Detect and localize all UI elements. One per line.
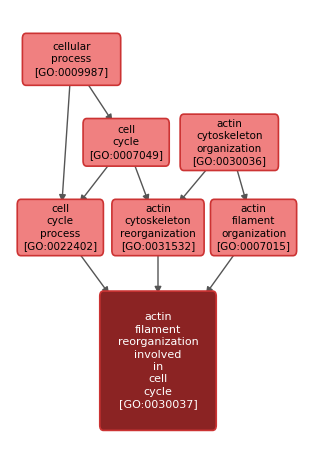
FancyBboxPatch shape — [22, 33, 121, 86]
FancyBboxPatch shape — [210, 199, 297, 256]
Text: actin
filament
reorganization
involved
in
cell
cycle
[GO:0030037]: actin filament reorganization involved i… — [118, 312, 198, 409]
Text: actin
cytoskeleton
reorganization
[GO:0031532]: actin cytoskeleton reorganization [GO:00… — [120, 204, 196, 251]
Text: cell
cycle
[GO:0007049]: cell cycle [GO:0007049] — [89, 125, 163, 160]
Text: actin
filament
organization
[GO:0007015]: actin filament organization [GO:0007015] — [216, 204, 290, 251]
Text: actin
cytoskeleton
organization
[GO:0030036]: actin cytoskeleton organization [GO:0030… — [192, 119, 266, 166]
Text: cell
cycle
process
[GO:0022402]: cell cycle process [GO:0022402] — [23, 204, 97, 251]
FancyBboxPatch shape — [100, 291, 216, 430]
Text: cellular
process
[GO:0009987]: cellular process [GO:0009987] — [34, 42, 109, 77]
FancyBboxPatch shape — [17, 199, 103, 256]
FancyBboxPatch shape — [112, 199, 204, 256]
FancyBboxPatch shape — [180, 114, 278, 171]
FancyBboxPatch shape — [83, 118, 169, 166]
